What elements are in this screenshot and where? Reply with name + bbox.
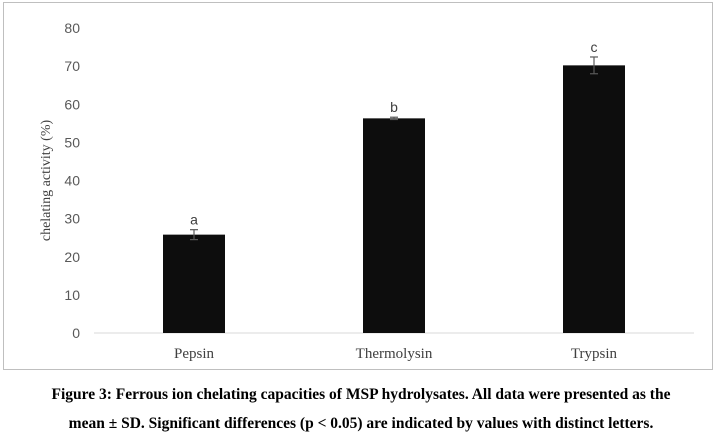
- chart-frame: chelating activity (%) 0 10 20 30 40 50 60 70 80…: [3, 2, 713, 370]
- x-tick-label-trypsin: Trypsin: [571, 346, 618, 362]
- y-axis-title: chelating activity (%): [39, 120, 54, 242]
- figure-caption: Figure 3: Ferrous ion chelating capaciti…: [0, 380, 722, 438]
- y-tick-label-0: 0: [72, 325, 80, 341]
- bar-pepsin: [163, 234, 225, 333]
- significance-label-trypsin: c: [591, 39, 598, 55]
- caption-line-1: Figure 3: Ferrous ion chelating capaciti…: [51, 386, 671, 403]
- caption-line-2: mean ± SD. Significant differences (p < …: [68, 415, 654, 432]
- y-tick-label-5: 50: [64, 134, 80, 150]
- y-tick-label-6: 60: [64, 96, 80, 112]
- bar-trypsin: [563, 65, 625, 334]
- significance-label-thermolysin: b: [390, 99, 398, 115]
- x-tick-label-thermolysin: Thermolysin: [356, 346, 433, 362]
- y-tick-label-1: 10: [64, 287, 80, 303]
- y-tick-label-4: 40: [64, 173, 80, 189]
- y-tick-label-2: 20: [64, 249, 80, 265]
- y-tick-label-7: 70: [64, 58, 80, 74]
- y-tick-label-3: 30: [64, 211, 80, 227]
- y-tick-label-8: 80: [64, 20, 80, 36]
- bar-chart: chelating activity (%) 0 10 20 30 40 50 60 70 80…: [39, 20, 694, 362]
- bar-thermolysin: [363, 118, 425, 333]
- x-tick-label-pepsin: Pepsin: [174, 346, 215, 362]
- significance-label-pepsin: a: [190, 212, 198, 228]
